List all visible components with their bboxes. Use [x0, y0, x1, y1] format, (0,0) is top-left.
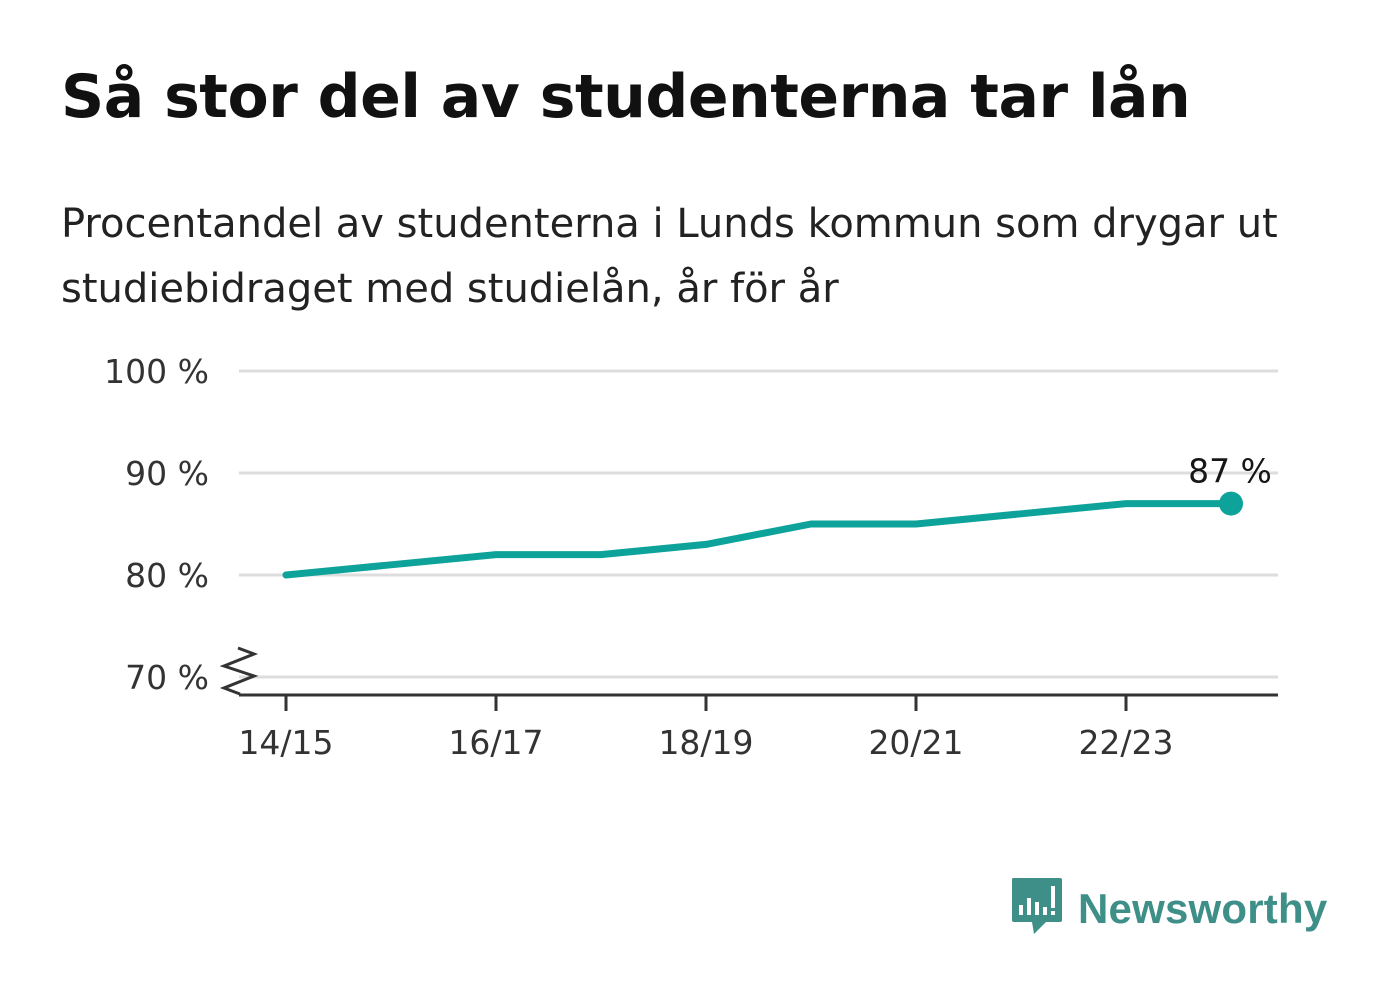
x-axis: 14/15 16/17 18/19 20/21 22/23 [219, 646, 1278, 762]
axis-break-icon [219, 646, 259, 696]
newsworthy-logo-icon [1010, 876, 1064, 942]
end-point [1219, 491, 1243, 516]
series: 87 % [282, 452, 1272, 579]
y-axis: 70 % 80 % 90 % 100 % [104, 352, 209, 697]
x-tick-label: 16/17 [448, 723, 543, 762]
y-tick-label: 70 % [125, 658, 209, 697]
x-tick-label: 14/15 [238, 723, 333, 762]
brand-logo: Newsworthy [1010, 878, 1327, 940]
x-tick-label: 18/19 [658, 723, 753, 762]
chart-title: Så stor del av studenterna tar lån [61, 62, 1191, 132]
x-tick-label: 20/21 [868, 723, 963, 762]
series-line [282, 500, 1235, 579]
x-tick-label: 22/23 [1078, 723, 1173, 762]
chart-subtitle: Procentandel av studenterna i Lunds komm… [61, 201, 1278, 312]
y-tick-label: 90 % [125, 454, 209, 493]
end-value-label: 87 % [1188, 452, 1272, 491]
gridlines [239, 369, 1278, 679]
y-tick-label: 100 % [104, 352, 209, 391]
brand-name: Newsworthy [1078, 885, 1328, 932]
y-tick-label: 80 % [125, 556, 209, 595]
